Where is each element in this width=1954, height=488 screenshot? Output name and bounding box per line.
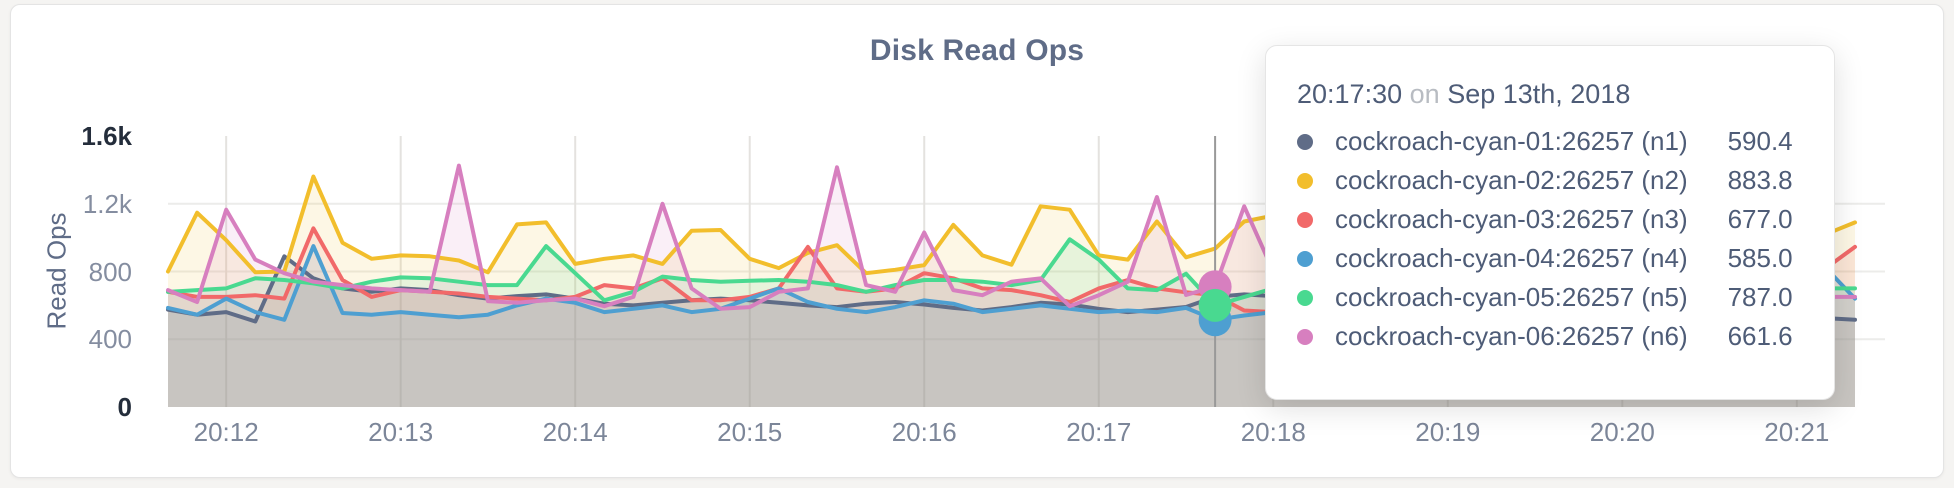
series-color-dot-icon <box>1297 289 1313 306</box>
tooltip-series-name: cockroach-cyan-06:26257 (n6) <box>1335 321 1688 351</box>
x-tick-label: 20:19 <box>1415 417 1481 447</box>
tooltip-series-list: cockroach-cyan-01:26257 (n1) 590.4 cockroa… <box>1297 122 1793 356</box>
tooltip-series-name: cockroach-cyan-02:26257 (n2) <box>1335 165 1688 195</box>
tooltip-series-name: cockroach-cyan-04:26257 (n4) <box>1335 243 1688 273</box>
series-color-dot-icon <box>1297 328 1313 345</box>
series-color-dot-icon <box>1297 133 1313 150</box>
tooltip-time: 20:17:30 <box>1297 79 1403 109</box>
tooltip-series-value: 585.0 <box>1727 243 1793 273</box>
tooltip-row: cockroach-cyan-02:26257 (n2) 883.8 <box>1297 161 1793 200</box>
y-tick-label: 0 <box>117 392 132 422</box>
x-tick-label: 20:17 <box>1066 417 1132 447</box>
tooltip-series-value: 590.4 <box>1727 126 1793 156</box>
hover-dot-n5 <box>1198 288 1232 322</box>
tooltip-row: cockroach-cyan-03:26257 (n3) 677.0 <box>1297 200 1793 239</box>
tooltip-series-value: 883.8 <box>1727 165 1793 195</box>
y-tick-label: 400 <box>88 324 132 355</box>
x-tick-label: 20:14 <box>542 417 608 447</box>
tooltip-row: cockroach-cyan-05:26257 (n5) 787.0 <box>1297 278 1793 317</box>
x-tick-label: 20:16 <box>891 417 957 447</box>
x-tick-label: 20:12 <box>193 417 259 447</box>
series-color-dot-icon <box>1297 250 1313 267</box>
tooltip-header: 20:17:30 on Sep 13th, 2018 <box>1297 74 1789 114</box>
tooltip-conjunction: on <box>1409 79 1440 109</box>
x-tick-label: 20:20 <box>1589 417 1655 447</box>
x-tick-label: 20:18 <box>1240 417 1306 447</box>
y-tick-label: 1.2k <box>82 188 132 219</box>
x-tick-label: 20:13 <box>368 417 434 447</box>
tooltip-series-name: cockroach-cyan-03:26257 (n3) <box>1335 204 1688 234</box>
tooltip-series-name: cockroach-cyan-01:26257 (n1) <box>1335 126 1688 156</box>
y-tick-label: 1.6k <box>81 121 132 151</box>
tooltip-series-value: 661.6 <box>1727 321 1793 351</box>
series-color-dot-icon <box>1297 211 1313 228</box>
tooltip-row: cockroach-cyan-04:26257 (n4) 585.0 <box>1297 239 1793 278</box>
tooltip-row: cockroach-cyan-01:26257 (n1) 590.4 <box>1297 122 1793 161</box>
tooltip-date: Sep 13th, 2018 <box>1447 79 1631 109</box>
tooltip-series-value: 677.0 <box>1727 204 1793 234</box>
tooltip-row: cockroach-cyan-06:26257 (n6) 661.6 <box>1297 317 1793 356</box>
x-tick-label: 20:21 <box>1764 417 1830 447</box>
chart-title: Disk Read Ops <box>869 34 1085 67</box>
x-tick-label: 20:15 <box>717 417 783 447</box>
tooltip-series-name: cockroach-cyan-05:26257 (n5) <box>1335 282 1688 312</box>
series-color-dot-icon <box>1297 172 1313 189</box>
tooltip-series-value: 787.0 <box>1727 282 1793 312</box>
hover-tooltip: 20:17:30 on Sep 13th, 2018 cockroach-cya… <box>1265 45 1835 400</box>
y-tick-label: 800 <box>88 256 132 287</box>
